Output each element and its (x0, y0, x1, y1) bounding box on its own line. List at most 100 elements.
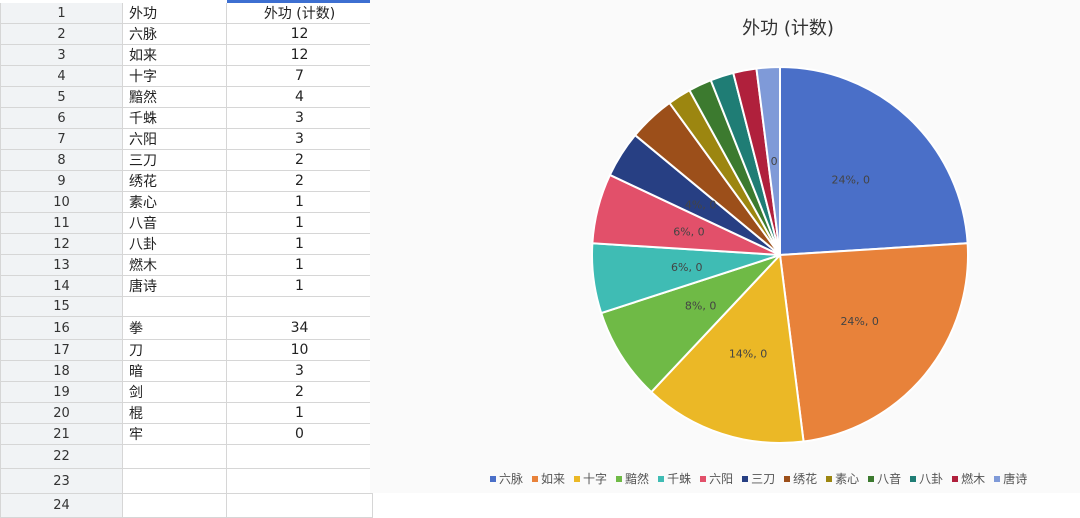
row-number[interactable]: 20 (0, 402, 123, 424)
cell-a[interactable]: 如来 (122, 44, 227, 66)
row-number[interactable]: 12 (0, 233, 123, 255)
row-number[interactable]: 4 (0, 65, 123, 87)
legend-item[interactable]: 如来 (532, 470, 565, 487)
pie-slice[interactable] (779, 65, 969, 257)
table-row[interactable]: 21 牢 0 (0, 423, 373, 445)
cell-a[interactable]: 燃木 (122, 254, 227, 276)
legend-item[interactable]: 六阳 (700, 470, 733, 487)
cell-a[interactable]: 刀 (122, 339, 227, 361)
table-row[interactable]: 11 八音 1 (0, 212, 373, 234)
cell-a[interactable]: 素心 (122, 191, 227, 213)
table-row[interactable]: 9 绣花 2 (0, 170, 373, 192)
legend-item[interactable]: 八卦 (910, 470, 943, 487)
pie-slice[interactable] (599, 254, 781, 394)
cell-b[interactable]: 34 (226, 316, 373, 340)
legend-item[interactable]: 八音 (868, 470, 901, 487)
legend-item[interactable]: 三刀 (742, 470, 775, 487)
table-row[interactable]: 23 (0, 468, 373, 494)
cell-b[interactable]: 12 (226, 44, 373, 66)
pie-slice[interactable] (649, 252, 805, 444)
cell-b[interactable]: 7 (226, 65, 373, 87)
legend-item[interactable]: 素心 (826, 470, 859, 487)
cell-a[interactable]: 千蛛 (122, 107, 227, 129)
legend-item[interactable]: 六脉 (490, 470, 523, 487)
row-number[interactable]: 1 (0, 0, 123, 24)
table-row[interactable]: 8 三刀 2 (0, 149, 373, 171)
row-number[interactable]: 15 (0, 296, 123, 317)
table-row[interactable]: 15 (0, 296, 373, 317)
cell-a[interactable]: 八卦 (122, 233, 227, 255)
cell-b[interactable]: 4 (226, 86, 373, 108)
row-number[interactable]: 23 (0, 468, 123, 494)
table-row[interactable]: 20 棍 1 (0, 402, 373, 424)
cell-a[interactable]: 三刀 (122, 149, 227, 171)
table-row[interactable]: 17 刀 10 (0, 339, 373, 361)
row-number[interactable]: 7 (0, 128, 123, 150)
table-row[interactable]: 12 八卦 1 (0, 233, 373, 255)
row-number[interactable]: 10 (0, 191, 123, 213)
legend-item[interactable]: 唐诗 (994, 470, 1027, 487)
table-row[interactable]: 7 六阳 3 (0, 128, 373, 150)
table-row[interactable]: 16 拳 34 (0, 316, 373, 340)
cell-b[interactable]: 外功 (计数) (226, 0, 373, 24)
row-number[interactable]: 8 (0, 149, 123, 171)
row-number[interactable]: 21 (0, 423, 123, 445)
row-number[interactable]: 13 (0, 254, 123, 276)
table-row[interactable]: 3 如来 12 (0, 44, 373, 66)
cell-b[interactable]: 1 (226, 254, 373, 276)
legend-item[interactable]: 燃木 (952, 470, 985, 487)
cell-b[interactable]: 1 (226, 212, 373, 234)
row-number[interactable]: 18 (0, 360, 123, 382)
cell-a[interactable]: 外功 (122, 0, 227, 24)
table-row[interactable]: 2 六脉 12 (0, 23, 373, 45)
legend-item[interactable]: 黯然 (616, 470, 649, 487)
cell-a[interactable] (122, 468, 227, 494)
table-row[interactable]: 19 剑 2 (0, 381, 373, 403)
spreadsheet-grid[interactable]: 1 外功 外功 (计数) 2 六脉 12 3 如来 12 4 十字 7 5 黯然 4 6 千蛛 3 7 六阳 3 8 三刀 2… (0, 0, 373, 518)
row-number[interactable]: 17 (0, 339, 123, 361)
cell-b[interactable]: 12 (226, 23, 373, 45)
cell-a[interactable]: 唐诗 (122, 275, 227, 297)
row-number[interactable]: 3 (0, 44, 123, 66)
cell-b[interactable]: 1 (226, 233, 373, 255)
table-row[interactable]: 10 素心 1 (0, 191, 373, 213)
table-row[interactable]: 4 十字 7 (0, 65, 373, 87)
cell-a[interactable]: 绣花 (122, 170, 227, 192)
pie-chart[interactable]: 外功 (计数) 24%, 0 24%, 0 14%, 0 8%, 0 6%, 0 6%, … (370, 0, 1080, 493)
cell-a[interactable]: 剑 (122, 381, 227, 403)
cell-b[interactable]: 3 (226, 360, 373, 382)
cell-b[interactable]: 1 (226, 275, 373, 297)
table-row[interactable]: 6 千蛛 3 (0, 107, 373, 129)
cell-b[interactable]: 3 (226, 107, 373, 129)
row-number[interactable]: 19 (0, 381, 123, 403)
legend-item[interactable]: 十字 (574, 470, 607, 487)
row-number[interactable]: 5 (0, 86, 123, 108)
row-number[interactable]: 11 (0, 212, 123, 234)
cell-a[interactable]: 暗 (122, 360, 227, 382)
cell-b[interactable]: 2 (226, 381, 373, 403)
row-number[interactable]: 6 (0, 107, 123, 129)
cell-a[interactable]: 棍 (122, 402, 227, 424)
row-number[interactable]: 24 (0, 493, 123, 518)
table-row[interactable]: 22 (0, 444, 373, 469)
row-number[interactable]: 2 (0, 23, 123, 45)
legend-item[interactable]: 绣花 (784, 470, 817, 487)
cell-a[interactable]: 六脉 (122, 23, 227, 45)
table-row[interactable]: 18 暗 3 (0, 360, 373, 382)
cell-a[interactable]: 牢 (122, 423, 227, 445)
cell-b[interactable] (226, 468, 373, 494)
cell-b[interactable] (226, 493, 373, 518)
cell-a[interactable]: 黯然 (122, 86, 227, 108)
cell-a[interactable] (122, 296, 227, 317)
cell-b[interactable] (226, 296, 373, 317)
cell-b[interactable]: 2 (226, 149, 373, 171)
cell-b[interactable]: 1 (226, 402, 373, 424)
cell-b[interactable]: 2 (226, 170, 373, 192)
cell-b[interactable]: 1 (226, 191, 373, 213)
cell-b[interactable]: 0 (226, 423, 373, 445)
cell-a[interactable] (122, 493, 227, 518)
cell-a[interactable]: 十字 (122, 65, 227, 87)
cell-b[interactable]: 3 (226, 128, 373, 150)
cell-b[interactable] (226, 444, 373, 469)
table-row[interactable]: 1 外功 外功 (计数) (0, 0, 373, 24)
